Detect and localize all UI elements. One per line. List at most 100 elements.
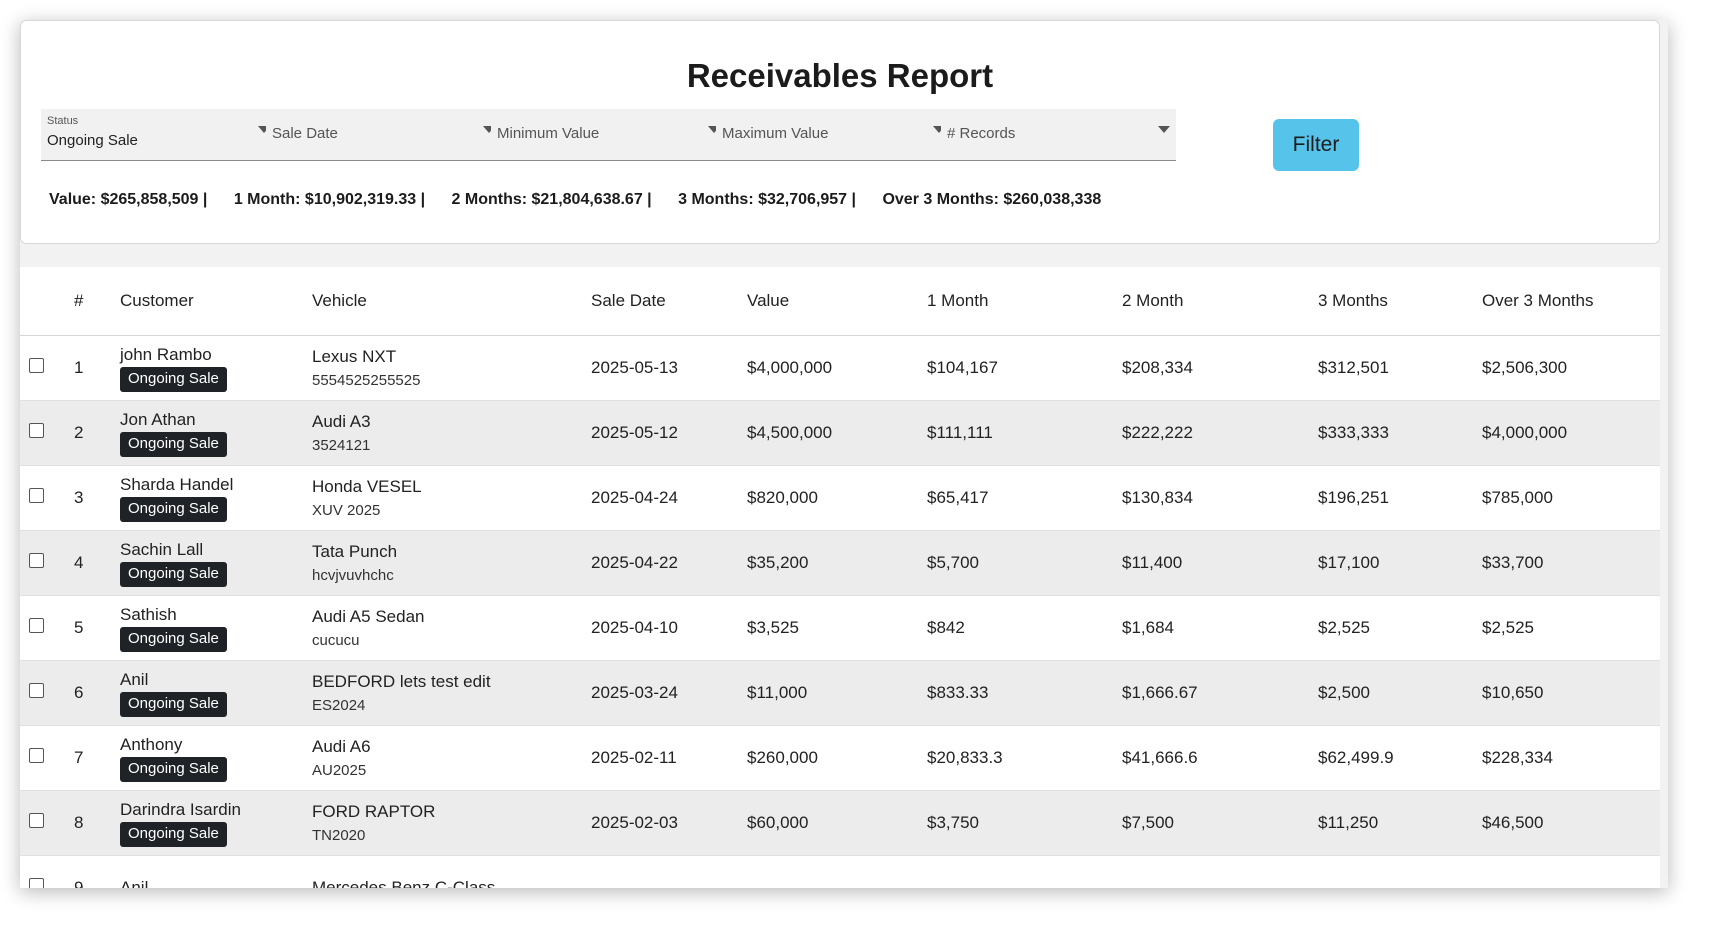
row-checkbox[interactable] — [29, 618, 44, 633]
column-header-value[interactable]: Value — [747, 267, 927, 336]
maximum-value-select[interactable]: Maximum Value — [716, 109, 951, 161]
column-header-vehicle[interactable]: Vehicle — [312, 267, 591, 336]
minimum-value-placeholder: Minimum Value — [497, 125, 600, 142]
table-row[interactable]: 5 Sathish Ongoing Sale Audi A5 Sedan cucucu 2… — [20, 595, 1660, 661]
records-placeholder: # Records — [947, 125, 1016, 142]
value-cell: $3,525 — [747, 595, 927, 661]
two-month-cell: $1,666.67 — [1122, 660, 1318, 726]
table-row[interactable]: 6 Anil Ongoing Sale BEDFORD lets test edit E… — [20, 660, 1660, 726]
two-month-cell: $130,834 — [1122, 465, 1318, 531]
vehicle-name: Mercedes Benz C-Class — [312, 878, 496, 888]
customer-cell: Anil Ongoing Sale — [120, 660, 312, 726]
table-row[interactable]: 4 Sachin Lall Ongoing Sale Tata Punch hcvjvu… — [20, 530, 1660, 596]
row-checkbox[interactable] — [29, 358, 44, 373]
table-row[interactable]: 2 Jon Athan Ongoing Sale Audi A3 3524121 2025… — [20, 400, 1660, 466]
status-badge: Ongoing Sale — [120, 821, 227, 847]
value-cell: $60,000 — [747, 790, 927, 856]
value-cell: $35,200 — [747, 530, 927, 596]
customer-cell: Anthony Ongoing Sale — [120, 725, 312, 791]
one-month-cell: $833.33 — [927, 660, 1122, 726]
row-number: 4 — [74, 530, 120, 596]
two-month-cell: $222,222 — [1122, 400, 1318, 466]
report-header-card: Receivables Report Status Ongoing Sale S… — [20, 20, 1660, 244]
vehicle-name: Audi A6 — [312, 737, 371, 756]
over-three-months-cell: $785,000 — [1482, 465, 1660, 531]
row-number: 6 — [74, 660, 120, 726]
three-months-cell: $17,100 — [1318, 530, 1482, 596]
row-number: 8 — [74, 790, 120, 856]
chevron-down-icon — [1158, 126, 1170, 133]
table-header-row: # Customer Vehicle Sale Date Value 1 Mon… — [20, 267, 1660, 336]
status-badge: Ongoing Sale — [120, 431, 227, 457]
select-cell — [20, 660, 74, 726]
row-checkbox[interactable] — [29, 553, 44, 568]
customer-name: Anil — [120, 669, 149, 689]
three-months-cell: $2,500 — [1318, 660, 1482, 726]
one-month-cell: $20,833.3 — [927, 725, 1122, 791]
filter-button[interactable]: Filter — [1273, 119, 1359, 171]
status-select[interactable]: Status Ongoing Sale — [41, 109, 276, 161]
customer-cell: Sathish Ongoing Sale — [120, 595, 312, 661]
select-cell — [20, 595, 74, 661]
customer-cell: Anil — [120, 855, 312, 888]
column-header-over-3-months[interactable]: Over 3 Months — [1482, 267, 1660, 336]
select-cell — [20, 465, 74, 531]
customer-cell: Sharda Handel Ongoing Sale — [120, 465, 312, 531]
customer-cell: john Rambo Ongoing Sale — [120, 335, 312, 401]
value-cell: $260,000 — [747, 725, 927, 791]
receivables-table-container: # Customer Vehicle Sale Date Value 1 Mon… — [20, 267, 1660, 888]
column-header-sale-date[interactable]: Sale Date — [591, 267, 747, 336]
vehicle-cell: Mercedes Benz C-Class — [312, 855, 591, 888]
sale-date-placeholder: Sale Date — [272, 125, 338, 142]
row-checkbox[interactable] — [29, 748, 44, 763]
receivables-table: # Customer Vehicle Sale Date Value 1 Mon… — [20, 267, 1660, 888]
minimum-value-select[interactable]: Minimum Value — [491, 109, 726, 161]
customer-cell: Jon Athan Ongoing Sale — [120, 400, 312, 466]
column-header-customer[interactable]: Customer — [120, 267, 312, 336]
vehicle-registration: cucucu — [312, 632, 360, 649]
customer-name: john Rambo — [120, 344, 212, 364]
status-badge: Ongoing Sale — [120, 366, 227, 392]
column-header-2-month[interactable]: 2 Month — [1122, 267, 1318, 336]
customer-cell: Sachin Lall Ongoing Sale — [120, 530, 312, 596]
over-three-months-cell — [1482, 855, 1660, 888]
maximum-value-placeholder: Maximum Value — [722, 125, 829, 142]
two-month-cell: $41,666.6 — [1122, 725, 1318, 791]
status-badge: Ongoing Sale — [120, 496, 227, 522]
value-cell: $4,500,000 — [747, 400, 927, 466]
value-cell: $11,000 — [747, 660, 927, 726]
three-months-cell: $62,499.9 — [1318, 725, 1482, 791]
table-row[interactable]: 7 Anthony Ongoing Sale Audi A6 AU2025 2025-02… — [20, 725, 1660, 791]
summary-over-3-months: Over 3 Months: $260,038,338 — [882, 191, 1102, 208]
select-column-header — [20, 267, 74, 336]
one-month-cell: $3,750 — [927, 790, 1122, 856]
sale-date-cell: 2025-04-22 — [591, 530, 747, 596]
report-window: Receivables Report Status Ongoing Sale S… — [20, 20, 1668, 888]
summary-2-months: 2 Months: $21,804,638.67 | — [451, 191, 652, 208]
sale-date-select[interactable]: Sale Date — [266, 109, 501, 161]
vehicle-cell: FORD RAPTOR TN2020 — [312, 790, 591, 856]
table-row[interactable]: 8 Darindra Isardin Ongoing Sale FORD RAPTOR… — [20, 790, 1660, 856]
column-header-1-month[interactable]: 1 Month — [927, 267, 1122, 336]
row-checkbox[interactable] — [29, 488, 44, 503]
customer-name: Sachin Lall — [120, 539, 204, 559]
status-badge: Ongoing Sale — [120, 756, 227, 782]
sale-date-cell: 2025-02-11 — [591, 725, 747, 791]
chevron-down-icon — [708, 126, 720, 133]
table-row[interactable]: 3 Sharda Handel Ongoing Sale Honda VESEL XUV… — [20, 465, 1660, 531]
vehicle-registration: 3524121 — [312, 437, 371, 454]
table-row[interactable]: 9 Anil Mercedes Benz C-Class — [20, 855, 1660, 888]
records-select[interactable]: # Records — [941, 109, 1176, 161]
three-months-cell: $11,250 — [1318, 790, 1482, 856]
column-header-number[interactable]: # — [74, 267, 120, 336]
table-row[interactable]: 1 john Rambo Ongoing Sale Lexus NXT 55545252… — [20, 335, 1660, 401]
vehicle-cell: Lexus NXT 5554525255525 — [312, 335, 591, 401]
three-months-cell: $196,251 — [1318, 465, 1482, 531]
chevron-down-icon — [483, 126, 495, 133]
row-checkbox[interactable] — [29, 683, 44, 698]
row-checkbox[interactable] — [29, 878, 44, 888]
customer-name: Anthony — [120, 734, 183, 754]
column-header-3-months[interactable]: 3 Months — [1318, 267, 1482, 336]
row-checkbox[interactable] — [29, 813, 44, 828]
row-checkbox[interactable] — [29, 423, 44, 438]
